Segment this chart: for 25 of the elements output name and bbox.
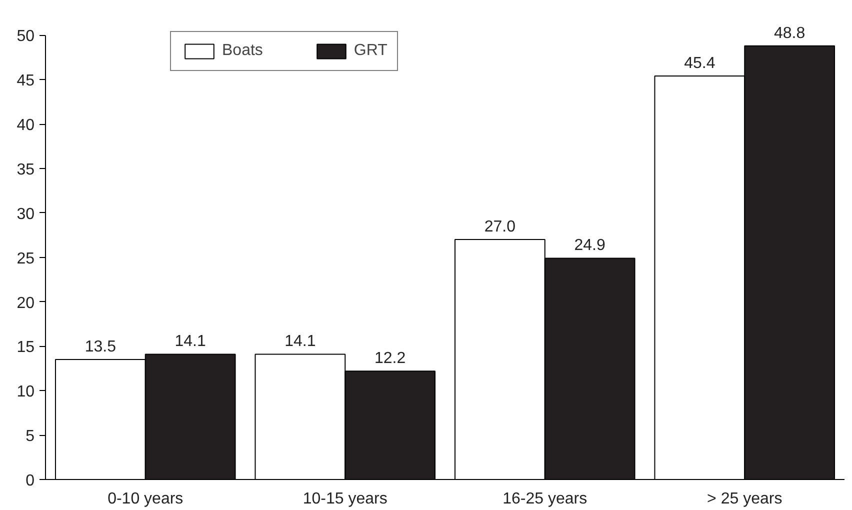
- x-tick-label: > 25 years: [707, 490, 782, 508]
- y-tick-label: 5: [26, 428, 35, 446]
- y-tick-label: 50: [16, 28, 35, 46]
- data-label: 12.2: [374, 350, 406, 368]
- legend-label: GRT: [354, 42, 388, 60]
- data-label: 14.1: [174, 333, 206, 350]
- y-tick-label: 25: [16, 250, 35, 268]
- x-tick-label: 0-10 years: [108, 490, 184, 508]
- y-tick-label: 10: [16, 384, 35, 401]
- y-tick-label: 20: [16, 294, 35, 312]
- data-label: 45.4: [684, 55, 716, 72]
- y-tick-label: 40: [16, 117, 35, 134]
- x-tick-label: 16-25 years: [502, 490, 588, 508]
- y-tick-label: 45: [16, 72, 35, 90]
- data-label: 14.1: [284, 333, 316, 350]
- x-tick-label: 10-15 years: [302, 490, 388, 508]
- legend-label: Boats: [222, 42, 263, 60]
- data-label: 24.9: [574, 237, 606, 254]
- data-label: 48.8: [774, 24, 806, 42]
- y-tick-label: 30: [16, 206, 35, 223]
- y-tick-label: 15: [16, 339, 35, 356]
- data-label: 13.5: [84, 338, 116, 356]
- y-tick-label: 35: [16, 161, 35, 178]
- y-tick-label: 0: [26, 472, 35, 490]
- data-label: 27.0: [484, 218, 516, 236]
